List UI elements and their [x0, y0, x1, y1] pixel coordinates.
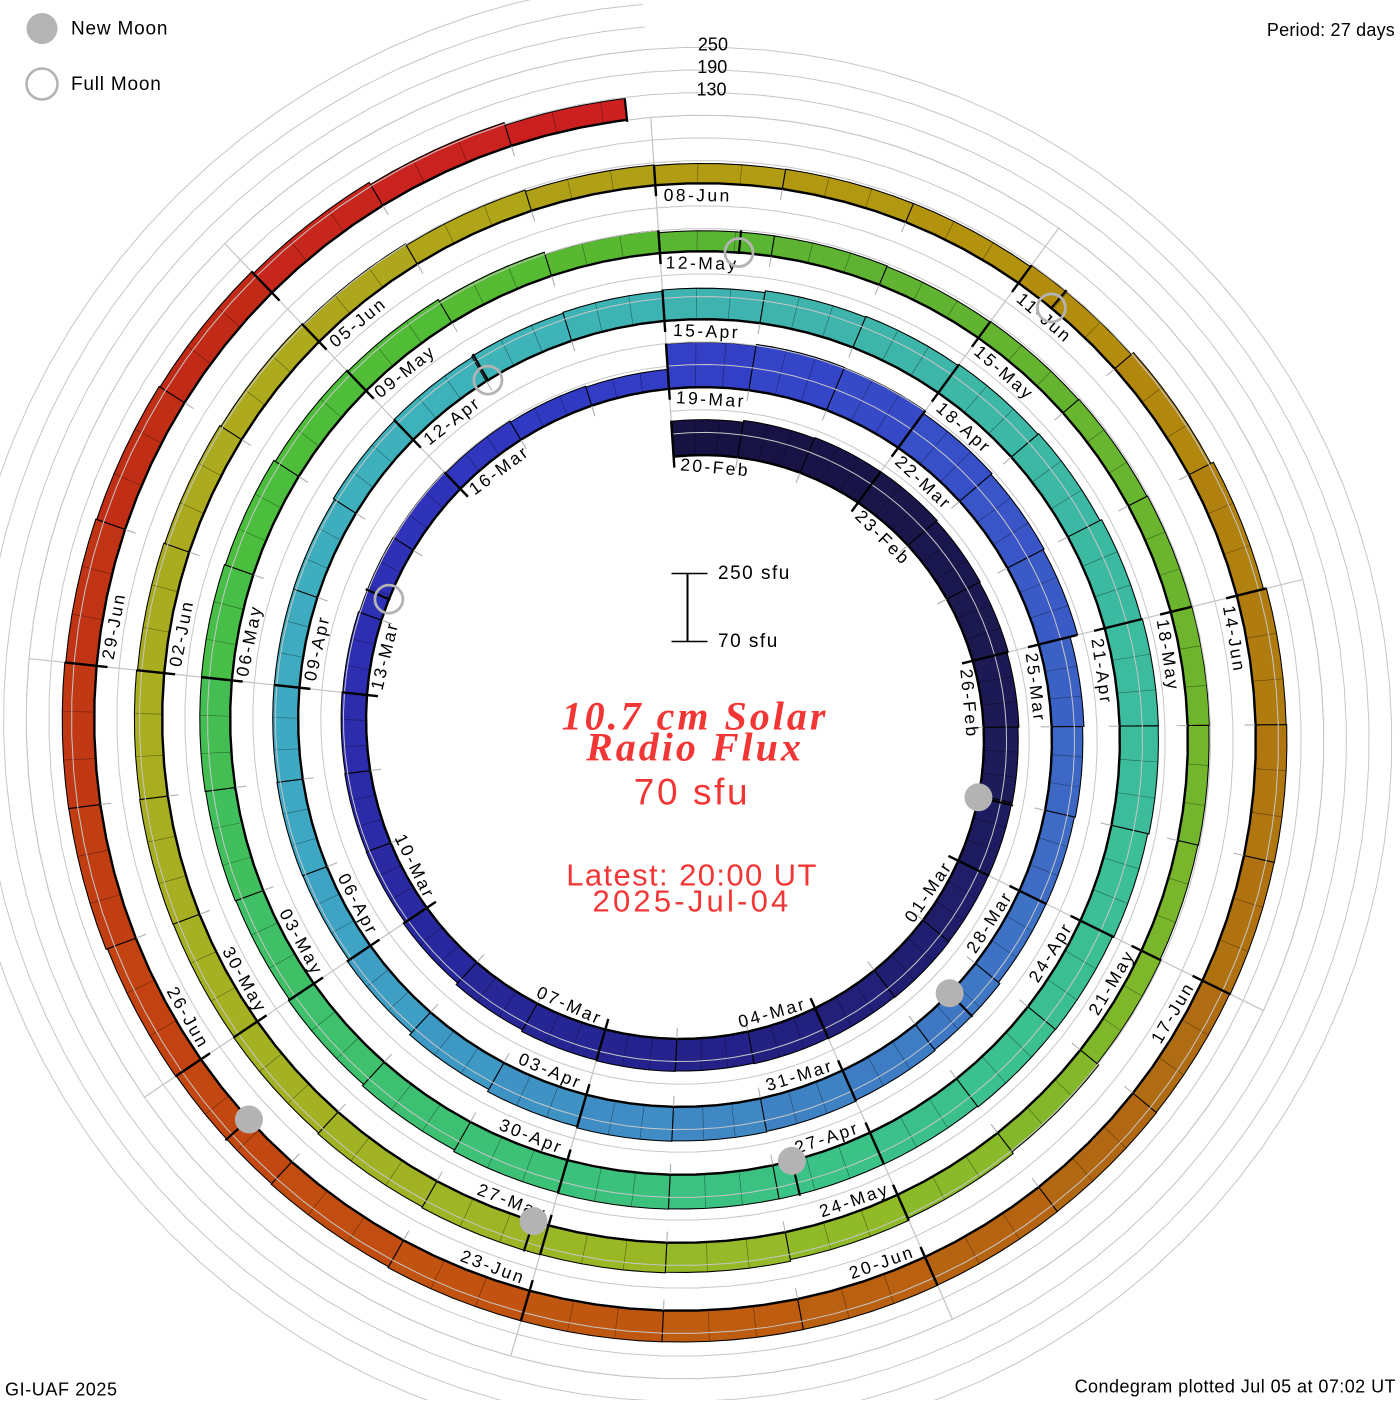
svg-text:New Moon: New Moon [71, 19, 168, 40]
svg-text:130: 130 [697, 80, 727, 100]
svg-text:15-Apr: 15-Apr [673, 320, 741, 342]
svg-text:08-Jun: 08-Jun [664, 185, 732, 206]
svg-text:190: 190 [697, 57, 727, 77]
svg-text:70 sfu: 70 sfu [634, 772, 750, 813]
svg-text:70 sfu: 70 sfu [718, 631, 779, 652]
svg-text:Period: 27 days: Period: 27 days [1267, 20, 1395, 40]
svg-text:250 sfu: 250 sfu [718, 563, 791, 584]
svg-text:2025-Jul-04: 2025-Jul-04 [593, 884, 792, 919]
svg-text:GI-UAF 2025: GI-UAF 2025 [5, 1380, 118, 1400]
svg-text:12-May: 12-May [666, 252, 739, 274]
svg-text:250: 250 [698, 34, 728, 54]
svg-text:Radio Flux: Radio Flux [585, 725, 804, 770]
svg-text:Full Moon: Full Moon [71, 74, 162, 95]
svg-text:Condegram plotted Jul 05 at 07: Condegram plotted Jul 05 at 07:02 UT [1075, 1377, 1396, 1397]
svg-text:19-Mar: 19-Mar [675, 387, 746, 411]
